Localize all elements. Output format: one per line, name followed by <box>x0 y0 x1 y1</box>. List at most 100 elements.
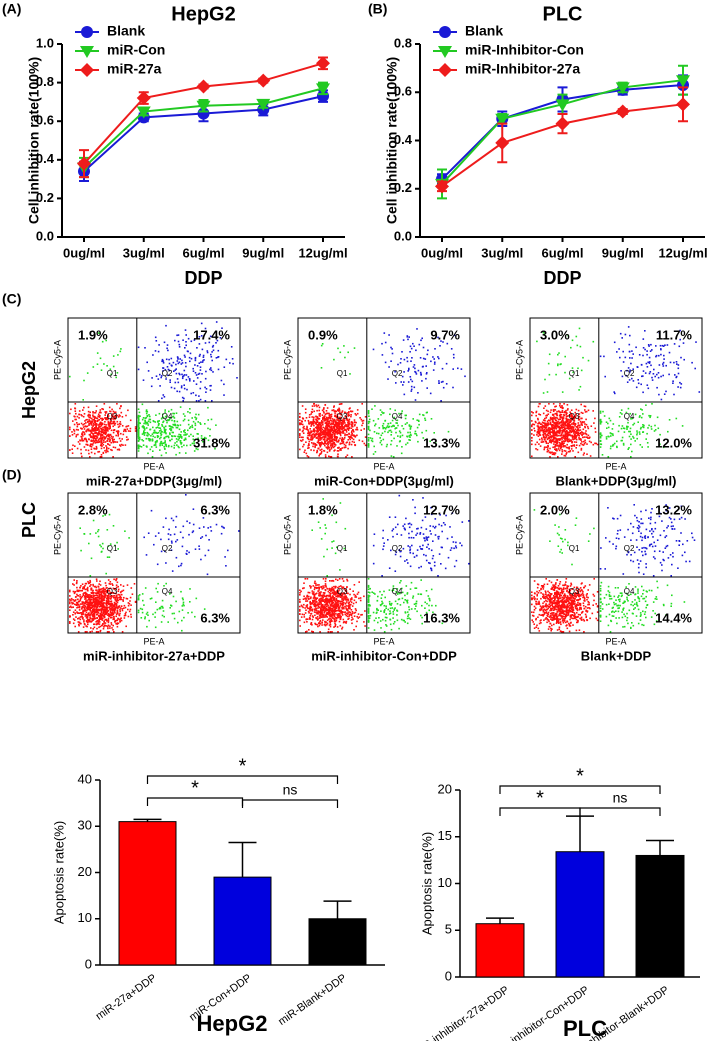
event-dot <box>165 324 167 327</box>
event-dot <box>154 421 157 423</box>
event-dot <box>108 424 110 426</box>
event-dot <box>551 430 554 432</box>
event-dot <box>183 374 186 376</box>
event-dot <box>84 609 86 612</box>
event-dot <box>193 450 196 452</box>
event-dot <box>107 433 110 436</box>
event-dot <box>221 525 223 528</box>
event-dot <box>86 421 89 423</box>
event-dot <box>331 428 334 430</box>
event-dot <box>422 357 425 360</box>
event-dot <box>100 611 103 614</box>
event-dot <box>75 428 78 431</box>
event-dot <box>99 417 102 420</box>
event-dot <box>121 425 124 427</box>
event-dot <box>320 429 322 431</box>
event-dot <box>195 448 198 450</box>
event-dot <box>340 449 342 451</box>
event-dot <box>175 368 177 370</box>
event-dot <box>640 408 642 410</box>
plot-frame <box>67 317 241 459</box>
y-tick-label: 0.0 <box>36 228 54 243</box>
event-dot <box>642 375 644 377</box>
event-dot <box>336 419 338 421</box>
event-dot <box>91 614 93 617</box>
event-dot <box>119 407 121 410</box>
event-dot <box>209 335 212 338</box>
event-dot <box>93 415 96 418</box>
event-dot <box>560 424 562 426</box>
event-dot <box>95 594 97 597</box>
event-dot <box>104 608 106 611</box>
event-dot <box>94 606 96 608</box>
event-dot <box>578 415 581 418</box>
event-dot <box>622 350 624 353</box>
event-dot <box>162 394 165 396</box>
event-dot <box>172 426 174 429</box>
event-dot <box>330 444 332 446</box>
event-dot <box>92 610 94 612</box>
event-dot <box>541 421 544 424</box>
event-dot <box>98 621 101 623</box>
event-dot <box>406 435 408 438</box>
event-dot <box>92 628 94 630</box>
event-dot <box>394 370 396 373</box>
event-dot <box>117 622 120 625</box>
event-dot <box>316 416 319 418</box>
event-dot <box>83 588 85 590</box>
event-dot <box>104 582 107 584</box>
event-dot <box>175 526 177 528</box>
event-dot <box>145 613 148 615</box>
event-dot <box>334 415 336 418</box>
event-dot <box>100 436 102 438</box>
event-dot <box>303 425 305 428</box>
event-dot <box>92 416 94 418</box>
event-dot <box>584 405 587 408</box>
event-dot <box>395 382 397 384</box>
event-dot <box>572 429 574 431</box>
event-dot <box>119 440 122 442</box>
event-dot <box>142 417 145 419</box>
event-dot <box>315 430 318 432</box>
event-dot <box>628 350 631 353</box>
event-dot <box>574 437 577 440</box>
event-dot <box>425 377 427 380</box>
event-dot <box>96 352 99 354</box>
event-dot <box>356 428 359 431</box>
event-dot <box>91 590 94 592</box>
event-dot <box>552 453 555 456</box>
event-dot <box>307 456 310 458</box>
event-dot <box>568 446 571 448</box>
event-dot <box>531 455 533 458</box>
event-dot <box>309 423 311 425</box>
event-dot <box>533 423 536 426</box>
event-dot <box>400 381 402 383</box>
event-dot <box>569 425 572 427</box>
event-dot <box>316 441 319 444</box>
event-dot <box>79 603 82 605</box>
event-dot <box>579 345 582 348</box>
event-dot <box>93 609 95 612</box>
event-dot <box>537 422 539 425</box>
event-dot <box>77 621 80 623</box>
event-dot <box>93 585 96 588</box>
event-dot <box>548 403 550 405</box>
event-dot <box>79 527 81 529</box>
quadrant-percent: 1.9% <box>78 327 108 342</box>
event-dot <box>207 419 209 421</box>
event-dot <box>166 435 168 438</box>
event-dot <box>570 415 572 417</box>
event-dot <box>184 415 186 417</box>
event-dot <box>112 584 114 586</box>
y-tick-label: 0.2 <box>36 190 54 205</box>
event-dot <box>86 588 89 590</box>
event-dot <box>85 425 87 428</box>
y-axis-label: PE-Cy5-A <box>282 340 292 380</box>
event-dot <box>573 423 575 425</box>
event-dot <box>159 432 162 434</box>
event-dot <box>563 437 566 440</box>
event-dot <box>143 426 145 428</box>
data-point <box>197 107 210 120</box>
event-dot <box>144 432 146 434</box>
event-dot <box>179 406 182 408</box>
